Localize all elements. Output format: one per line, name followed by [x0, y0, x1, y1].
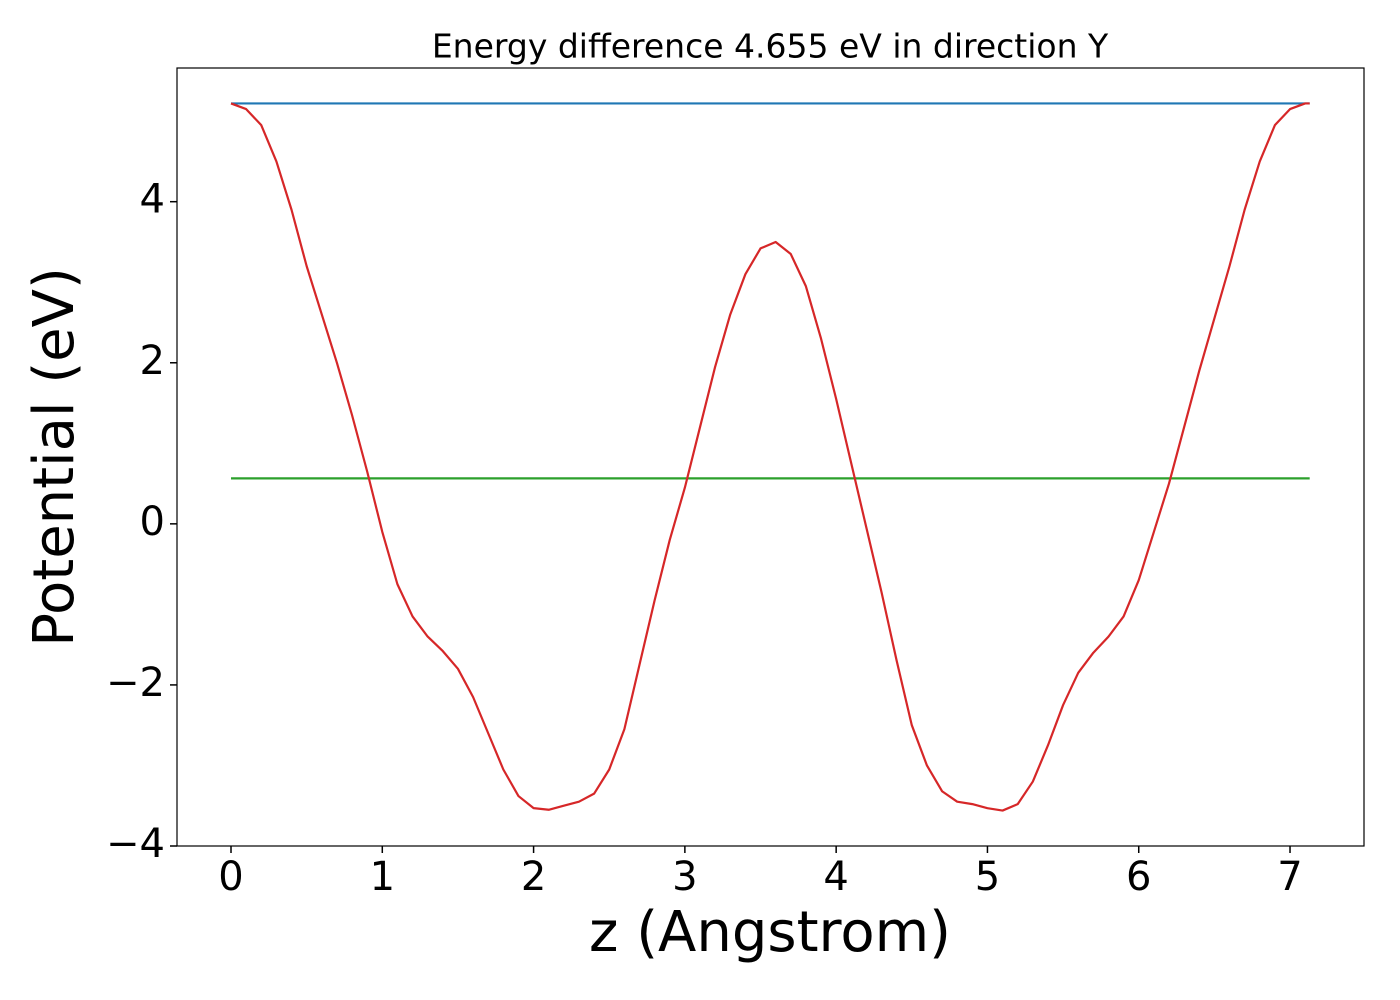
y-axis-label: Potential (eV) [22, 267, 87, 647]
y-tick-label: −2 [106, 660, 165, 706]
y-tick-label: 0 [140, 499, 165, 545]
y-tick-label: −4 [106, 821, 165, 867]
x-tick-label: 2 [521, 854, 546, 900]
chart-title: Energy difference 4.655 eV in direction … [432, 27, 1109, 66]
x-tick-label: 6 [1126, 854, 1151, 900]
x-axis-label: z (Angstrom) [589, 900, 951, 965]
series-line [230, 102, 1310, 812]
x-tick-label: 1 [370, 854, 395, 900]
x-tick-label: 0 [218, 854, 243, 900]
plot-frame [176, 67, 1365, 847]
y-tick-label: 2 [140, 338, 165, 384]
x-tick-label: 4 [823, 854, 848, 900]
y-tick-label: 4 [140, 177, 165, 223]
x-tick-label: 3 [672, 854, 697, 900]
x-tick-label: 5 [975, 854, 1000, 900]
x-tick-label: 7 [1277, 854, 1302, 900]
